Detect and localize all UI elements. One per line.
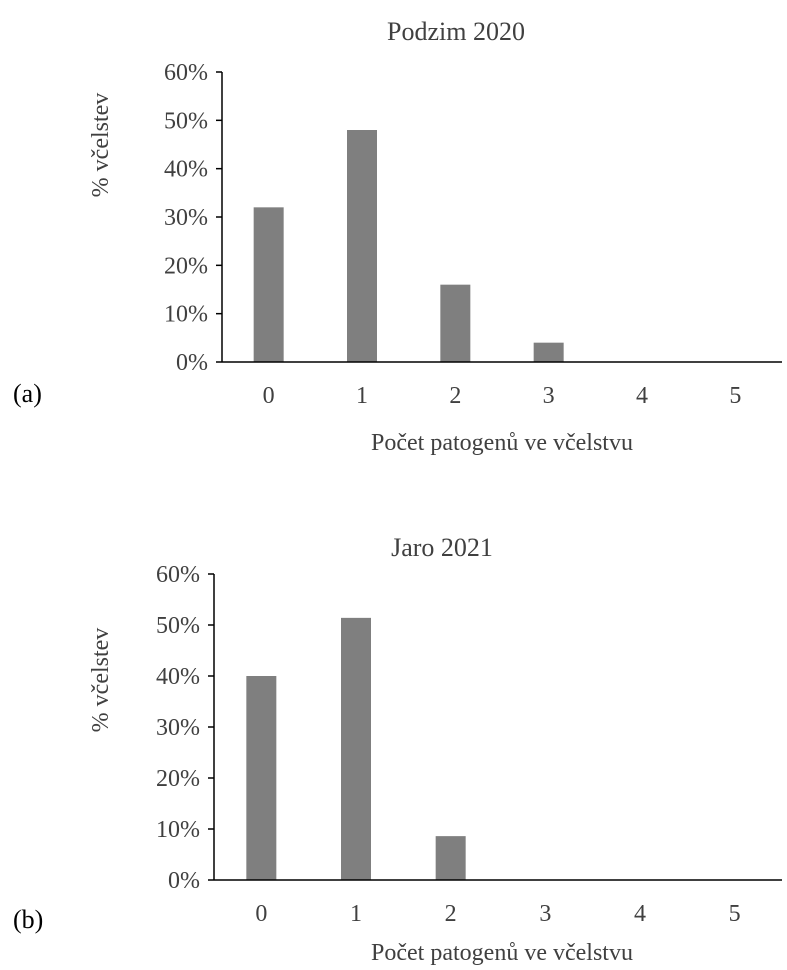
y-tick-label: 0% — [168, 868, 200, 894]
x-tick-label: 2 — [449, 383, 461, 409]
x-tick-label: 0 — [263, 383, 275, 409]
y-axis-label: % včelstev — [88, 628, 114, 733]
y-tick-label: 40% — [156, 664, 200, 690]
x-tick-labels: 0 1 2 3 4 5 — [255, 901, 740, 927]
y-tick-label: 20% — [164, 253, 208, 279]
y-tick-labels: 0% 10% 20% 30% 40% 50% 60% — [156, 562, 214, 894]
chart-title: Podzim 2020 — [387, 17, 525, 46]
panel-label: (b) — [13, 905, 43, 934]
chart-panel-a: Podzim 2020 % včelstev Počet patogenů ve… — [13, 17, 782, 456]
y-tick-label: 60% — [164, 60, 208, 86]
x-axis-label: Počet patogenů ve včelstvu — [371, 940, 633, 966]
y-tick-label: 50% — [156, 613, 200, 639]
y-tick-label: 50% — [164, 108, 208, 134]
y-tick-labels: 0% 10% 20% 30% 40% 50% 60% — [164, 60, 222, 376]
bar — [253, 207, 284, 362]
x-tick-label: 5 — [729, 383, 741, 409]
bars — [246, 617, 466, 880]
y-tick-label: 30% — [156, 715, 200, 741]
chart-title: Jaro 2021 — [391, 533, 493, 562]
bar — [341, 617, 371, 880]
x-axis-label: Počet patogenů ve včelstvu — [371, 430, 633, 456]
bar — [347, 130, 377, 362]
x-tick-label: 3 — [543, 383, 555, 409]
x-tick-label: 1 — [350, 901, 362, 927]
bar — [533, 342, 564, 362]
y-tick-label: 0% — [176, 350, 208, 376]
y-tick-label: 60% — [156, 562, 200, 588]
panel-label: (a) — [13, 379, 42, 408]
x-tick-label: 3 — [539, 901, 551, 927]
y-tick-label: 10% — [156, 817, 200, 843]
y-tick-label: 40% — [164, 157, 208, 183]
bar — [440, 284, 471, 362]
y-tick-label: 30% — [164, 205, 208, 231]
bar — [246, 676, 277, 880]
x-tick-label: 5 — [729, 901, 741, 927]
x-tick-label: 4 — [636, 383, 648, 409]
y-axis-label: % včelstev — [88, 93, 114, 198]
x-tick-label: 2 — [445, 901, 457, 927]
x-tick-label: 1 — [356, 383, 368, 409]
x-tick-label: 4 — [634, 901, 646, 927]
x-tick-label: 0 — [255, 901, 267, 927]
x-tick-labels: 0 1 2 3 4 5 — [263, 383, 742, 409]
chart-panel-b: Jaro 2021 % včelstev Počet patogenů ve v… — [13, 533, 782, 966]
bars — [253, 130, 564, 362]
y-tick-label: 10% — [164, 302, 208, 328]
y-tick-label: 20% — [156, 766, 200, 792]
bar — [435, 836, 466, 880]
